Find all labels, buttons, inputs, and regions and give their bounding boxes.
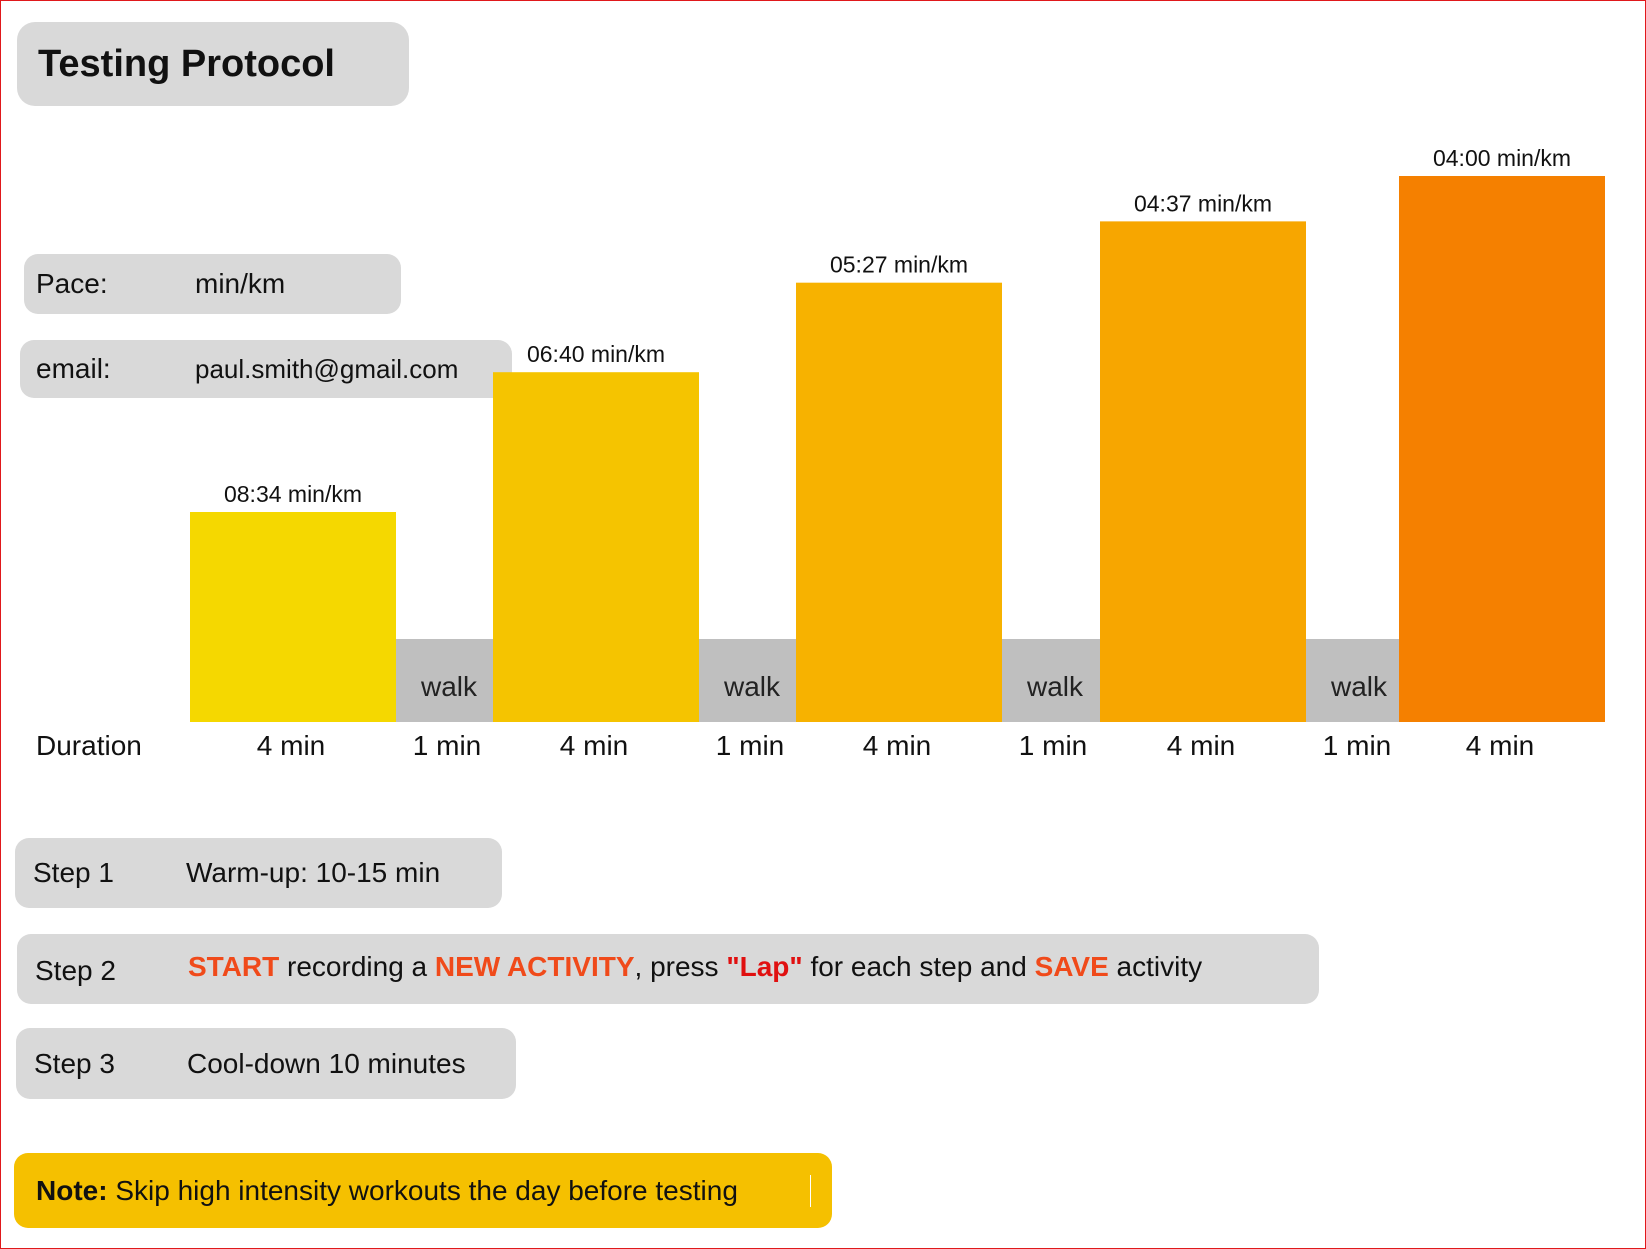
pace-data-label: 05:27 min/km bbox=[830, 252, 968, 278]
note-text: Skip high intensity workouts the day bef… bbox=[107, 1175, 738, 1206]
duration-tick-label: 4 min bbox=[1167, 730, 1235, 761]
duration-label: Duration bbox=[36, 730, 142, 761]
walk-bar bbox=[1002, 639, 1108, 722]
walk-label: walk bbox=[723, 671, 781, 702]
duration-tick-label: 1 min bbox=[1019, 730, 1087, 761]
duration-tick-label: 4 min bbox=[560, 730, 628, 761]
walk-label: walk bbox=[1330, 671, 1388, 702]
walk-bar bbox=[396, 639, 502, 722]
step-2-text-3: for each step and bbox=[802, 951, 1035, 982]
email-field[interactable]: email: paul.smith@gmail.com bbox=[20, 340, 512, 398]
pace-data-label: 06:40 min/km bbox=[527, 341, 665, 367]
email-value: paul.smith@gmail.com bbox=[195, 354, 459, 384]
run-bar bbox=[1100, 221, 1306, 723]
walk-bar bbox=[699, 639, 805, 722]
pace-value: min/km bbox=[195, 268, 286, 299]
run-bar bbox=[1399, 176, 1605, 722]
run-bar bbox=[796, 282, 1002, 722]
duration-tick-label: 1 min bbox=[1323, 730, 1391, 761]
walk-label: walk bbox=[420, 671, 478, 702]
step-3-label: Step 3 bbox=[34, 1048, 115, 1079]
step-2-label: Step 2 bbox=[35, 955, 116, 986]
walk-label: walk bbox=[1026, 671, 1084, 702]
step-2-text-4: activity bbox=[1108, 951, 1203, 982]
email-label: email: bbox=[36, 353, 111, 384]
pace-data-label: 04:37 min/km bbox=[1134, 190, 1272, 216]
lap-keyword: "Lap" bbox=[726, 951, 803, 982]
text-cursor bbox=[810, 1175, 811, 1207]
duration-tick-label: 4 min bbox=[1466, 730, 1534, 761]
step-1-row: Step 1 Warm-up: 10-15 min bbox=[15, 838, 502, 908]
pace-label: Pace: bbox=[36, 268, 108, 299]
page-title: Testing Protocol bbox=[17, 22, 409, 106]
step-2-text-1: recording a bbox=[279, 951, 435, 982]
duration-tick-label: 1 min bbox=[413, 730, 481, 761]
pace-data-label: 04:00 min/km bbox=[1433, 145, 1571, 171]
duration-tick-label: 4 min bbox=[257, 730, 325, 761]
run-bar bbox=[493, 372, 699, 722]
step-2-text-2: , press bbox=[634, 951, 727, 982]
duration-tick-label: 4 min bbox=[863, 730, 931, 761]
step-2-text: START recording a NEW ACTIVITY, press "L… bbox=[188, 951, 1202, 983]
note-label: Note: bbox=[36, 1175, 108, 1206]
pace-protocol-chart: Duration 08:34 min/km 4 min walk 1 min 06:40… bbox=[36, 145, 1605, 761]
step-2-row: Step 2 START recording a NEW ACTIVITY, p… bbox=[17, 934, 1319, 1004]
note-banner: Note: Skip high intensity workouts the d… bbox=[14, 1153, 832, 1228]
step-1-label: Step 1 bbox=[33, 857, 114, 888]
step-3-text: Cool-down 10 minutes bbox=[187, 1048, 466, 1079]
save-keyword: SAVE bbox=[1034, 951, 1109, 982]
new-activity-keyword: NEW ACTIVITY bbox=[434, 951, 635, 982]
step-1-text: Warm-up: 10-15 min bbox=[186, 857, 441, 888]
duration-tick-label: 1 min bbox=[716, 730, 784, 761]
step-3-row: Step 3 Cool-down 10 minutes bbox=[16, 1028, 516, 1099]
walk-bar bbox=[1306, 639, 1412, 722]
pace-field[interactable]: Pace: min/km bbox=[24, 254, 401, 314]
run-bar bbox=[190, 512, 396, 722]
pace-data-label: 08:34 min/km bbox=[224, 481, 362, 507]
start-keyword: START bbox=[188, 951, 280, 982]
